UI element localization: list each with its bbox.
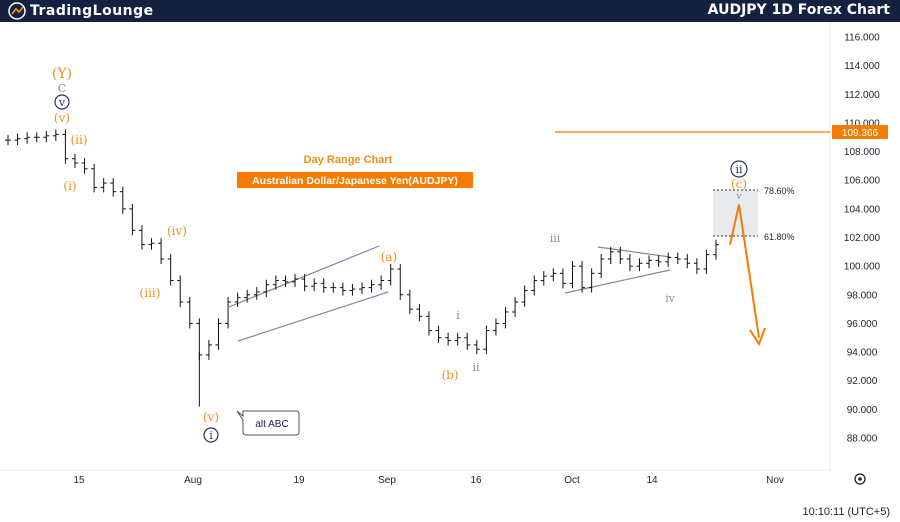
triangle-upper bbox=[597, 246, 671, 258]
projection-arrowhead bbox=[749, 327, 766, 347]
pair-name-label: Australian Dollar/Japanese Yen(AUDJPY) bbox=[252, 175, 458, 187]
wave-Y-label: (Y) bbox=[52, 66, 72, 82]
price-axis[interactable]: 116.000 114.000 112.000 110.000 108.000 106.0… bbox=[844, 33, 881, 445]
wave-ii-circle-label: ii bbox=[735, 163, 743, 176]
wave-ii-circle bbox=[730, 160, 748, 178]
x-tick-label: Oct bbox=[564, 475, 580, 486]
logo-text: TradingLounge bbox=[30, 3, 154, 19]
wave-iii-label: (iii) bbox=[140, 286, 161, 300]
y-tick-label: 112.000 bbox=[844, 90, 880, 101]
price-tag-label: 109.366 bbox=[842, 128, 879, 139]
x-tick-label: 19 bbox=[293, 475, 305, 486]
price-tag bbox=[832, 125, 888, 139]
wave-ii-small-label: ii bbox=[472, 361, 480, 374]
triangle-lower bbox=[564, 269, 671, 294]
y-tick-label: 88.000 bbox=[847, 434, 878, 445]
x-tick-label: Aug bbox=[184, 475, 202, 486]
y-tick-label: 108.000 bbox=[844, 147, 881, 158]
x-tick-label: 14 bbox=[646, 475, 658, 486]
y-tick-label: 114.000 bbox=[844, 61, 880, 72]
wave-i-circle-label: i bbox=[209, 429, 213, 442]
y-tick-label: 98.000 bbox=[847, 290, 878, 301]
y-tick-label: 100.000 bbox=[844, 262, 881, 273]
y-tick-label: 92.000 bbox=[847, 376, 878, 387]
wave-v-small-label: v bbox=[735, 192, 742, 202]
wave-iv-label: (iv) bbox=[167, 224, 187, 238]
fib-61-label: 61.80% bbox=[764, 232, 795, 242]
wave-v-low-label: (v) bbox=[203, 410, 219, 424]
alt-abc-label: alt ABC bbox=[255, 419, 288, 430]
wave-i-small-label: i bbox=[456, 309, 460, 322]
pair-name-box bbox=[237, 172, 473, 188]
y-tick-label: 102.000 bbox=[844, 233, 881, 244]
alt-abc-callout bbox=[236, 410, 300, 436]
x-tick-label: 16 bbox=[470, 475, 482, 486]
wave-b-label: (b) bbox=[441, 368, 458, 382]
wave-v-top-label: (v) bbox=[54, 111, 70, 125]
time-axis[interactable]: 15 Aug 19 Sep 16 Oct 14 Nov bbox=[73, 475, 783, 486]
settings-gear-icon[interactable] bbox=[854, 473, 866, 485]
price-series[interactable] bbox=[5, 129, 719, 407]
logo-icon bbox=[8, 2, 26, 20]
fib-78-label: 78.60% bbox=[764, 186, 795, 196]
channel-upper bbox=[228, 245, 380, 308]
tradinglounge-logo: TradingLounge bbox=[8, 1, 154, 21]
fib-zone bbox=[713, 190, 758, 236]
y-tick-label: 110.000 bbox=[844, 118, 880, 129]
x-tick-label: 15 bbox=[73, 475, 85, 486]
projection-path bbox=[729, 204, 760, 338]
wave-v-circle bbox=[54, 94, 70, 110]
channel-lower bbox=[237, 291, 389, 342]
wave-iv-small-label: iv bbox=[665, 292, 676, 305]
x-tick-label: Sep bbox=[378, 475, 396, 486]
chart-title: AUDJPY 1D Forex Chart bbox=[707, 2, 890, 18]
wave-c-label: (c) bbox=[731, 177, 747, 191]
wave-iii-small-label: iii bbox=[550, 232, 561, 245]
y-tick-label: 104.000 bbox=[844, 204, 881, 215]
y-tick-label: 90.000 bbox=[847, 405, 878, 416]
wave-v-circle-label: v bbox=[58, 96, 66, 109]
y-tick-label: 116.000 bbox=[844, 33, 880, 44]
day-range-label: Day Range Chart bbox=[304, 154, 393, 166]
y-tick-label: 96.000 bbox=[847, 319, 878, 330]
wave-a-label: (a) bbox=[381, 250, 398, 264]
header-bar: TradingLounge AUDJPY 1D Forex Chart bbox=[0, 0, 900, 22]
y-tick-label: 94.000 bbox=[847, 348, 878, 359]
wave-i-top-label: (i) bbox=[63, 179, 76, 193]
wave-ii-top-label: (ii) bbox=[70, 133, 87, 147]
wave-i-circle bbox=[203, 427, 219, 443]
y-tick-label: 106.000 bbox=[844, 176, 881, 187]
x-tick-label: Nov bbox=[766, 475, 784, 486]
wave-C-label: C bbox=[58, 82, 66, 95]
status-time: 10:10:11 (UTC+5) bbox=[802, 506, 890, 518]
